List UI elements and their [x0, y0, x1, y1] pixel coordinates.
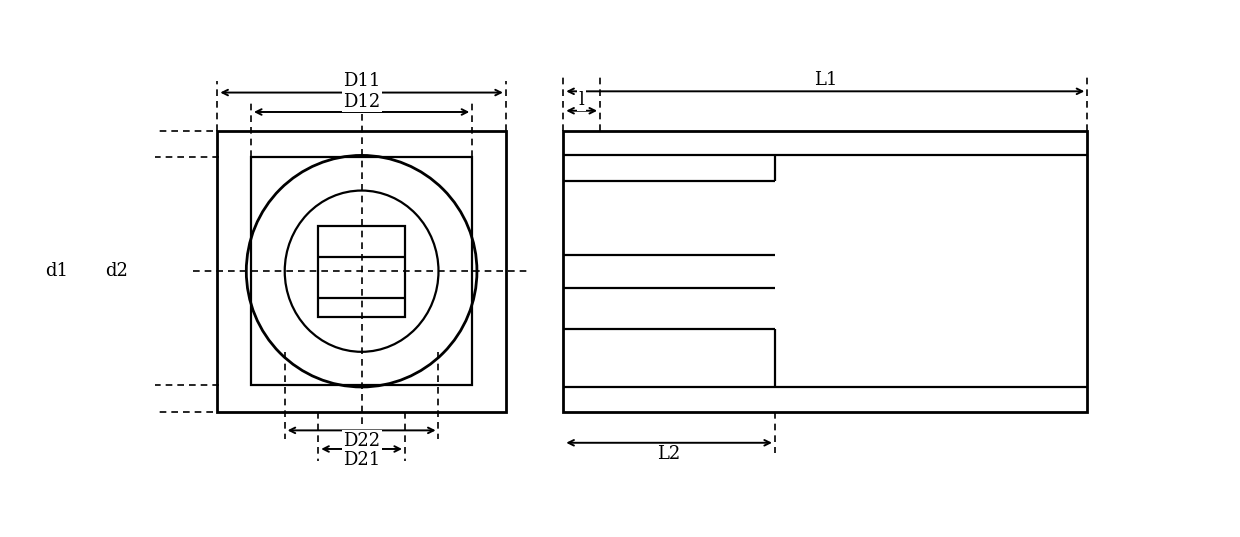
Bar — [563, 130, 1087, 412]
Text: L2: L2 — [657, 445, 681, 463]
Text: D11: D11 — [343, 72, 381, 90]
Text: l: l — [579, 91, 584, 110]
Text: D12: D12 — [343, 93, 381, 111]
Text: d2: d2 — [105, 262, 128, 280]
Bar — [319, 226, 404, 317]
Text: D22: D22 — [343, 432, 381, 449]
Text: L1: L1 — [813, 71, 837, 89]
Bar — [250, 157, 472, 385]
Bar — [217, 130, 506, 412]
Text: D21: D21 — [343, 451, 381, 469]
Text: d1: d1 — [46, 262, 68, 280]
